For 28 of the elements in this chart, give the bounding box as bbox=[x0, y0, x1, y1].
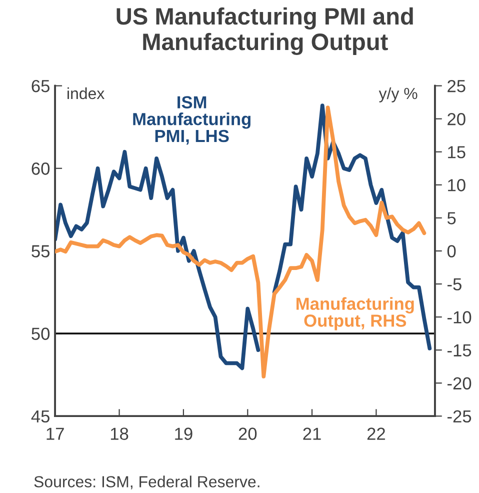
y-tick-label: 65 bbox=[32, 80, 50, 92]
y2-tick-label: 10 bbox=[448, 179, 466, 192]
chart-title: US Manufacturing PMI and Manufacturing Output bbox=[116, 7, 413, 56]
y2-tick-label: 5 bbox=[447, 212, 456, 224]
x-tick-label: 19 bbox=[175, 428, 192, 440]
series-label: Manufacturing Output, RHS bbox=[296, 297, 414, 330]
y-tick-label: 50 bbox=[32, 328, 50, 340]
y2-tick-label: -20 bbox=[448, 377, 472, 390]
x-tick-label: 21 bbox=[303, 428, 321, 440]
annotation: index bbox=[68, 87, 104, 100]
y2-tick-label: 0 bbox=[447, 245, 456, 258]
source-note: Sources: ISM, Federal Reserve. bbox=[34, 476, 260, 490]
y-tick-label: 60 bbox=[32, 162, 50, 175]
y2-tick-label: -10 bbox=[448, 311, 472, 324]
annotation: y/y % bbox=[378, 87, 418, 102]
x-tick-label: 20 bbox=[238, 428, 257, 440]
x-tick-label: 17 bbox=[46, 428, 64, 440]
y-tick-label: 55 bbox=[32, 245, 50, 258]
x-tick-label: 18 bbox=[110, 428, 128, 440]
x-tick-label: 22 bbox=[367, 428, 385, 440]
y-tick-label: 45 bbox=[31, 410, 50, 423]
y2-tick-label: 25 bbox=[448, 80, 466, 92]
y2-tick-label: -25 bbox=[448, 410, 472, 423]
y2-tick-label: -15 bbox=[448, 344, 472, 356]
series-label: ISM Manufacturing PMI, LHS bbox=[133, 96, 250, 145]
y2-tick-label: 15 bbox=[448, 146, 466, 158]
y2-tick-label: 20 bbox=[448, 112, 466, 126]
y2-tick-label: -5 bbox=[448, 278, 462, 290]
